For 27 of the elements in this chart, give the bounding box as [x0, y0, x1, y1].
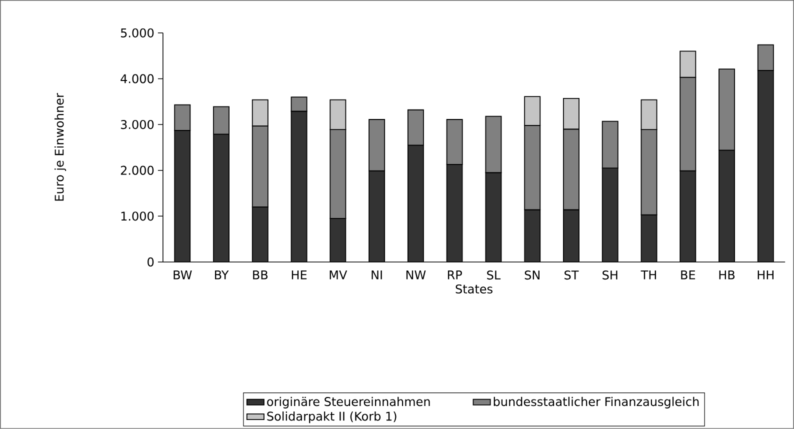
legend-label: originäre Steuereinnahmen: [267, 396, 430, 408]
x-tick-label: BB: [253, 270, 268, 280]
x-tick-label: MV: [330, 270, 348, 280]
x-tick-label: HE: [292, 270, 307, 280]
x-tick-label: SL: [487, 270, 501, 280]
x-tick-label: TH: [640, 270, 656, 280]
y-tick-label: 4.000: [120, 74, 154, 84]
x-tick-label: RP: [448, 270, 462, 280]
x-tick-label: ST: [564, 270, 579, 280]
legend-label: Solidarpakt II (Korb 1): [267, 412, 396, 424]
x-axis-title: States: [456, 284, 492, 294]
y-tick-label: 5.000: [120, 28, 154, 38]
x-tick-label: HB: [719, 270, 735, 280]
x-tick-label: NI: [372, 270, 382, 280]
x-tick-label: HH: [758, 270, 774, 280]
x-tick-label: BW: [174, 270, 192, 280]
x-tick-label: NW: [406, 270, 426, 280]
y-tick-label: 1.000: [121, 212, 154, 221]
x-tick-label: SH: [602, 270, 618, 280]
x-tick-label: BE: [681, 270, 696, 280]
y-tick-label: 2.000: [120, 166, 154, 175]
legend-label: bundesstaatlicher Finanzausgleich: [494, 396, 699, 408]
y-tick-label: 3.000: [120, 120, 154, 130]
x-tick-label: SN: [524, 270, 540, 280]
y-axis-title: Euro je Einwohner: [54, 93, 66, 201]
x-tick-label: BY: [214, 270, 229, 280]
y-tick-label: 0: [148, 257, 154, 267]
